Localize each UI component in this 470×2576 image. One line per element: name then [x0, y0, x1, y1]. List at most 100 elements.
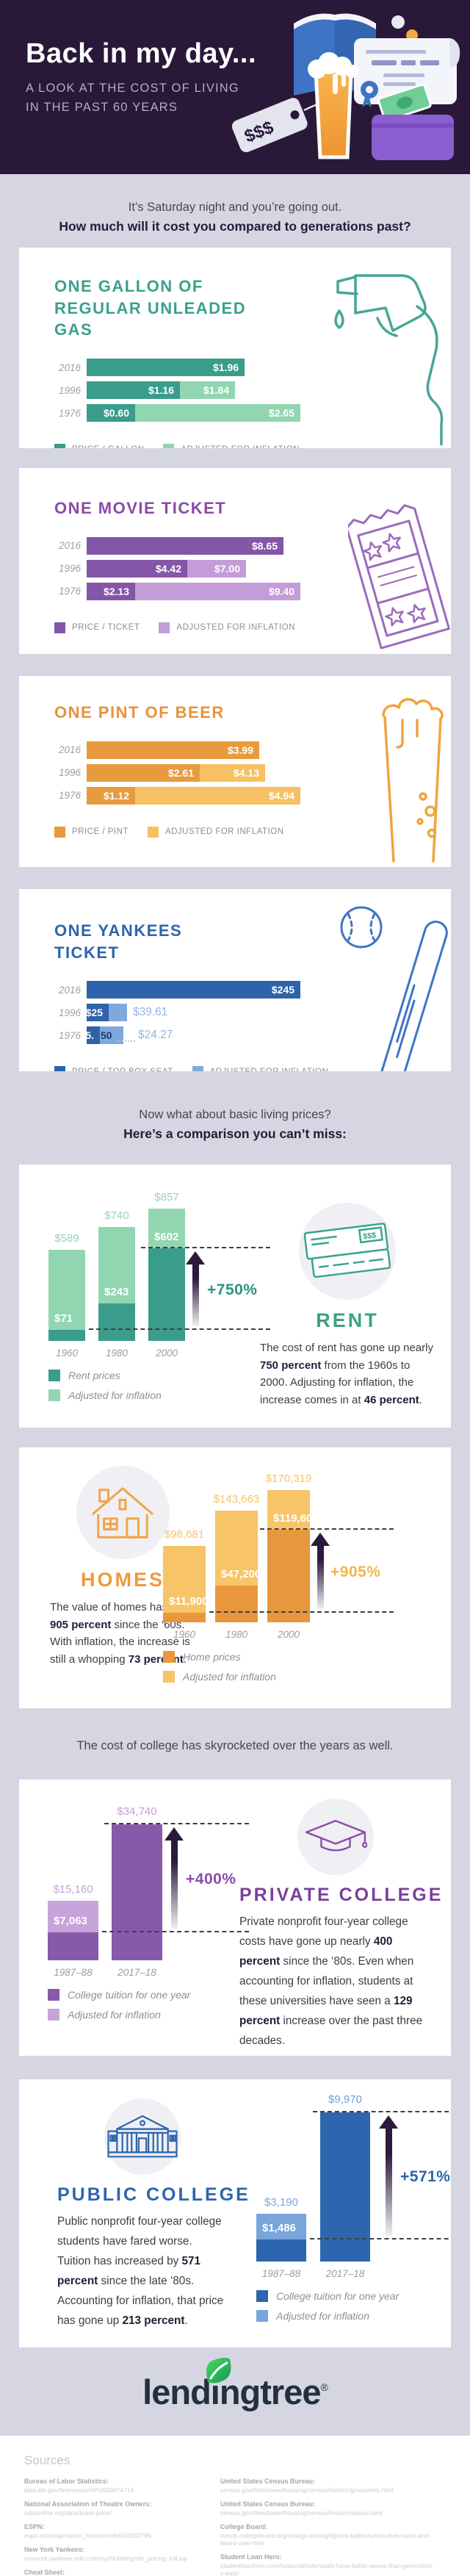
- homes-legend: Home prices Adjusted for inflation: [163, 1651, 413, 1683]
- bar-track: $9.40 $2.13: [87, 582, 307, 600]
- legend-label: College tuition for one year: [68, 1989, 191, 2001]
- bar-track: $7.00 $4.42: [87, 559, 307, 578]
- public-college-text-zone: PUBLIC COLLEGE Public nonprofit four-yea…: [57, 2098, 250, 2331]
- growth-arrow: [192, 1262, 199, 1326]
- bar-track: $245: [87, 981, 307, 999]
- note-text: The value of homes has risen: [50, 1601, 195, 1613]
- legend-label: PRICE / TOP BOX SEAT: [72, 1068, 173, 1071]
- bar-segment-price: $5.: [80, 1026, 100, 1045]
- year-label: 2016: [58, 984, 81, 996]
- page-subtitle-line1: A LOOK AT THE COST OF LIVING: [26, 82, 239, 95]
- bar-total-label: $3,190: [264, 2196, 298, 2209]
- bar-total-label: $589: [54, 1232, 79, 1245]
- bar-value-label: $9.40: [268, 585, 294, 597]
- beer-bar-chart: 2016 $3.99 1996 $4.13 $2.61 1976 $4.94 $1.12: [54, 741, 451, 805]
- source-label: College Board:: [220, 2523, 268, 2530]
- bar-value-label: $4.13: [233, 766, 259, 779]
- source-url: data.bls.gov/timeseries/APU000074714: [24, 2486, 134, 2494]
- source-label: Cheat Sheet:: [24, 2569, 65, 2576]
- legend-label: PRICE / GALLON: [72, 445, 144, 448]
- bar-price-label: $47,200: [221, 1568, 261, 1580]
- dashed-line: [260, 1528, 394, 1530]
- bar-track: $5. 50 $24.27: [80, 1026, 307, 1045]
- legend-swatch: [48, 1989, 59, 2001]
- bar-row: 1976 $9.40 $2.13: [54, 582, 451, 600]
- college-section-intro: The cost of college has skyrocketed over…: [0, 1708, 470, 1780]
- legend-label: Adjusted for inflation: [68, 1389, 162, 1401]
- legend-label: PRICE / PINT: [72, 827, 129, 837]
- bar-total-label: $34,740: [117, 1805, 157, 1818]
- living-line1: Now what about basic living prices?: [139, 1108, 331, 1121]
- year-label: 1996: [58, 767, 81, 779]
- rent-card: $589 $71 $740 $243 $857 $602 +750% 1960 1980 2000…: [19, 1165, 451, 1428]
- public-college-title: PUBLIC COLLEGE: [57, 2184, 250, 2205]
- note-highlight: 750 percent: [260, 1359, 322, 1372]
- bar-price-label: $71: [54, 1312, 73, 1325]
- rent-note: The cost of rent has gone up nearly 750 …: [260, 1339, 435, 1408]
- rent-bar-chart: $589 $71 $740 $243 $857 $602 +750% 1960 1980 2000: [48, 1191, 283, 1359]
- growth-arrow-head: [379, 2115, 398, 2129]
- bar-track: $3.99: [87, 741, 307, 759]
- footer-logo-block: lendingtree®: [0, 2347, 470, 2436]
- legend-swatch: [147, 826, 159, 838]
- bar-segment-price: $1.16: [87, 381, 180, 400]
- legend-swatch: [54, 444, 65, 448]
- public-college-bar-chart: $3,190 $1,486 $9,970 +571% 1987–88 2017–18: [256, 2093, 451, 2279]
- pct-label: +571%: [400, 2168, 451, 2185]
- intro-line1: It’s Saturday night and you’re going out…: [128, 201, 342, 214]
- movie-ticket-icon: [348, 504, 450, 650]
- year-label: 1960: [55, 1348, 79, 1359]
- public-college-legend: College tuition for one year Adjusted fo…: [256, 2290, 451, 2322]
- movie-card: ONE MOVIE TICKET 2016 $8.65 1996 $7.00 $4.42…: [19, 468, 451, 654]
- year-label: 1976: [58, 1029, 81, 1041]
- bar-total-label: $98,681: [164, 1528, 205, 1541]
- legend-label: ADJUSTED FOR INFLATION: [181, 445, 300, 448]
- legend-swatch: [54, 1066, 65, 1071]
- beer-legend: PRICE / PINT ADJUSTED FOR INFLATION: [54, 826, 451, 838]
- note-highlight: 905 percent: [50, 1618, 112, 1631]
- gas-card-title: ONE GALLON OF REGULAR UNLEADED GAS: [54, 277, 247, 339]
- bar-total-label: $740: [104, 1209, 129, 1222]
- note-text: since the late ‘80s. Accounting for infl…: [57, 2275, 224, 2327]
- bank-building-icon: [104, 2098, 181, 2175]
- bar-total-label: $143,663: [213, 1493, 260, 1505]
- leaf-icon: [206, 2357, 231, 2383]
- legend-swatch: [163, 1651, 175, 1663]
- year-label: 1976: [58, 407, 81, 419]
- bar-price-label: $11,900: [169, 1595, 209, 1608]
- yankees-card-title: ONE YANKEES TICKET: [54, 921, 183, 962]
- bar-price: [48, 1932, 98, 1960]
- bar-row: 1976 $5. 50 $24.27: [54, 1026, 451, 1045]
- year-axis: 1960 1980 2000: [48, 1348, 283, 1359]
- bar-track: $4.13 $2.61: [87, 763, 307, 782]
- page-title: Back in my day...: [26, 38, 257, 69]
- bar-segment-price: $25: [86, 1004, 109, 1022]
- note-highlight: 46 percent: [364, 1393, 419, 1406]
- bar-price: [320, 2112, 370, 2262]
- private-college-chart-zone: $15,160 $7,063 $34,740 +400% 1987–88 2017–18 …: [48, 1805, 268, 2029]
- source-item: Bureau of Labor Statistics: data.bls.gov/…: [24, 2478, 220, 2494]
- year-label: 2016: [58, 540, 81, 552]
- dashed-line: [209, 1611, 394, 1613]
- sources-heading: Sources: [24, 2453, 70, 2467]
- bar-row: 1976 $4.94 $1.12: [54, 786, 451, 805]
- header-illustration: $$$: [231, 13, 460, 160]
- source-url: espn.com/espn/wire/_/section/mlb/id/3292…: [24, 2532, 151, 2539]
- source-label: United States Census Bureau:: [220, 2478, 316, 2485]
- bar-row: 1996 $1.84 $1.16: [54, 381, 451, 400]
- rent-text-zone: $$$ RENT The cost of rent has gone up ne…: [260, 1203, 435, 1408]
- bar-row: 1996 $7.00 $4.42: [54, 559, 451, 578]
- bar-value-label: $2.61: [167, 766, 194, 779]
- page-subtitle-line2: IN THE PAST 60 YEARS: [26, 100, 178, 114]
- bar-row: 1996 $4.13 $2.61: [54, 763, 451, 782]
- source-item: United States Census Bureau: census.gov/h…: [220, 2478, 433, 2494]
- college-line1: The cost of college has skyrocketed over…: [76, 1739, 394, 1752]
- header: Back in my day... A LOOK AT THE COST OF …: [0, 0, 470, 174]
- year-label: 1980: [225, 1629, 248, 1640]
- year-label: 1996: [58, 563, 81, 575]
- logo-text: lendingtree: [142, 2372, 321, 2411]
- gas-bar-chart: 2016 $1.96 1996 $1.84 $1.16 1976 $2.65 $0.60: [54, 359, 451, 422]
- private-college-title: PRIVATE COLLEGE: [239, 1885, 444, 1905]
- bar-total-label: $9,970: [328, 2093, 362, 2106]
